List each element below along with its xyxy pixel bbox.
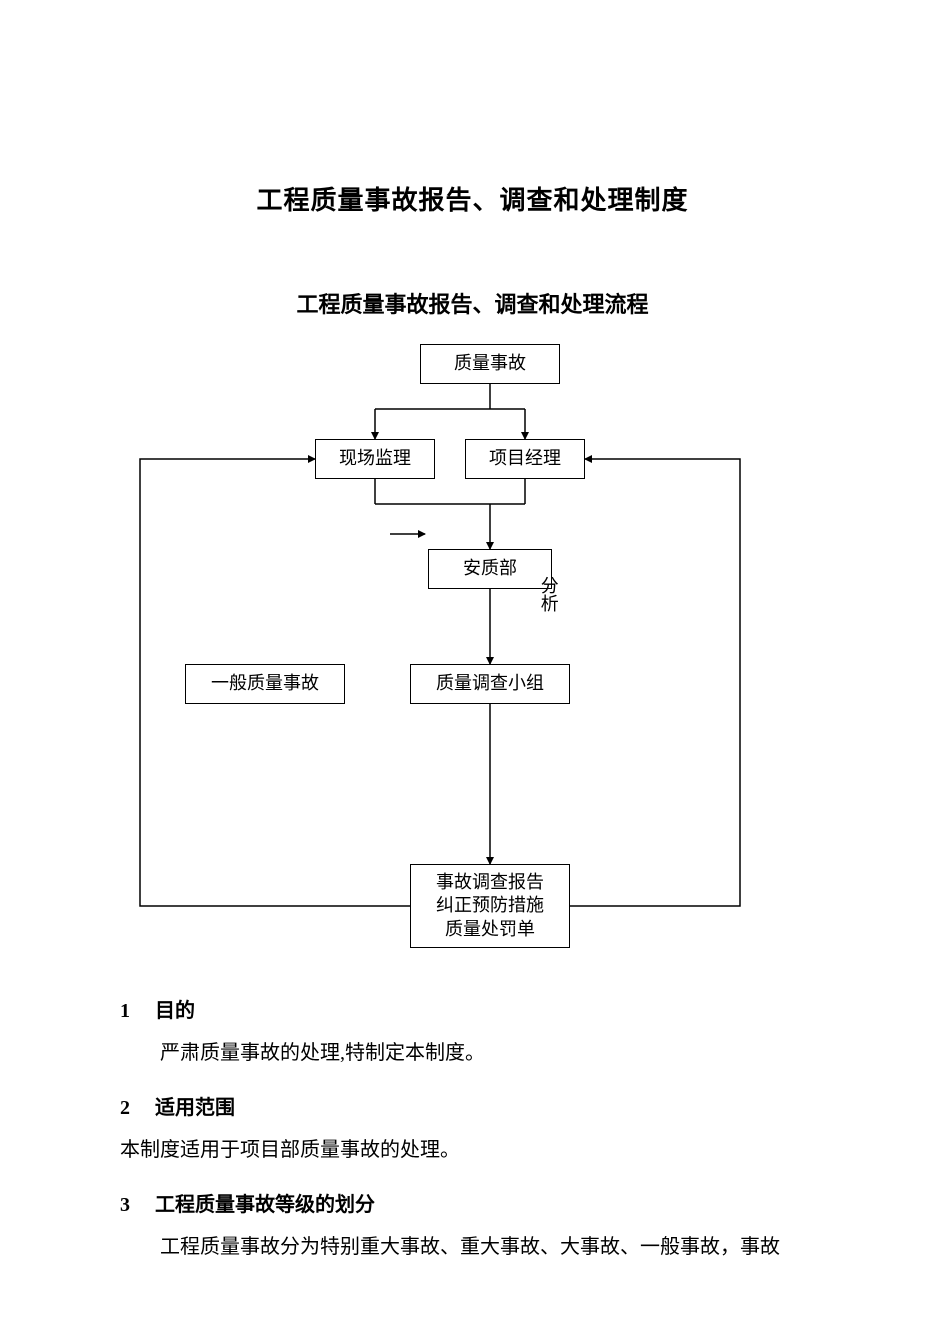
section-3-num: 3: [120, 1194, 150, 1217]
section-2-title: 适用范围: [155, 1097, 235, 1119]
flow-node-n2: 项目经理: [465, 439, 585, 479]
section-3-title: 工程质量事故等级的划分: [155, 1194, 375, 1216]
doc-subtitle: 工程质量事故报告、调查和处理流程: [120, 287, 825, 319]
section-2-body: 本制度适用于项目部质量事故的处理。: [120, 1130, 825, 1170]
section-2-num: 2: [120, 1097, 150, 1120]
section-1-body: 严肃质量事故的处理,特制定本制度。: [120, 1033, 825, 1073]
flow-node-n5: 质量调查小组: [410, 664, 570, 704]
flowchart: 质量事故现场监理项目经理安质部一般质量事故 质量调查小组事故调查报告 纠正预防措施…: [120, 344, 825, 964]
flow-node-n1: 现场监理: [315, 439, 435, 479]
section-3-body: 工程质量事故分为特别重大事故、重大事故、大事故、一般事故，事故: [120, 1227, 825, 1267]
section-1-heading: 1 目的: [120, 994, 825, 1023]
section-1-num: 1: [120, 1000, 150, 1023]
section-2-heading: 2 适用范围: [120, 1091, 825, 1120]
flow-node-n4: 一般质量事故: [185, 664, 345, 704]
flow-edge-label-fenxi: 分析: [538, 576, 558, 612]
flow-node-n0: 质量事故: [420, 344, 560, 384]
flow-node-n3: 安质部: [428, 549, 552, 589]
doc-title: 工程质量事故报告、调查和处理制度: [120, 180, 825, 217]
flow-node-n6: 事故调查报告 纠正预防措施 质量处罚单: [410, 864, 570, 948]
section-3-heading: 3 工程质量事故等级的划分: [120, 1188, 825, 1217]
section-1-title: 目的: [155, 1000, 195, 1022]
